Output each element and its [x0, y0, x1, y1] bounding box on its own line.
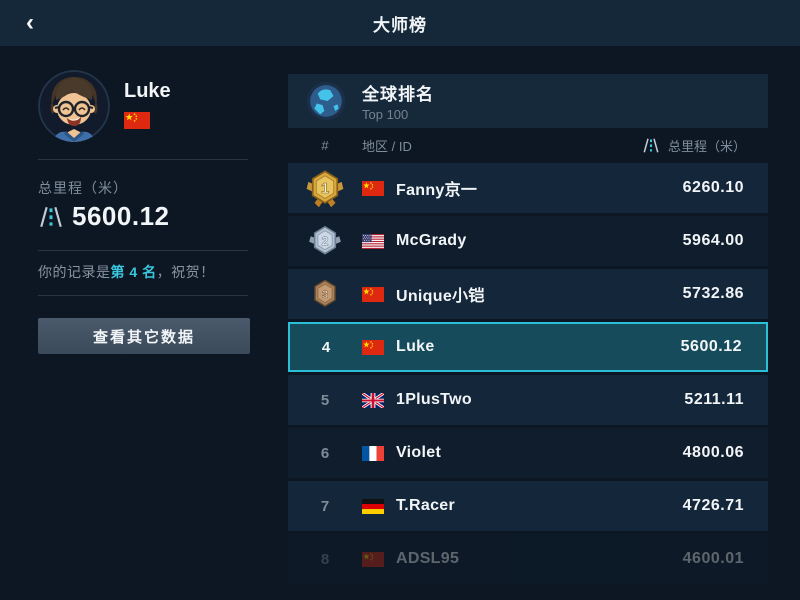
mileage-value: 4600.01	[682, 550, 744, 567]
rank-number: 5	[320, 391, 330, 409]
country-flag-icon	[362, 392, 384, 408]
player-name: Luke	[396, 338, 435, 355]
country-flag-icon	[362, 233, 384, 249]
leaderboard-panel: 全球排名 Top 100 # 地区 / ID 总里程（米） 1 Fanny京一 …	[288, 74, 768, 587]
mileage-value: 5964.00	[682, 232, 744, 249]
medal-icon: 2	[306, 222, 344, 260]
rank-number: 6	[320, 444, 330, 462]
player-name: 1PlusTwo	[396, 391, 472, 408]
mileage-label: 总里程（米）	[38, 180, 128, 196]
column-mileage: 总里程（米）	[667, 139, 746, 154]
leaderboard-rows: 1 Fanny京一 6260.10 2 McGrady 5964.00 3 Un…	[288, 163, 768, 587]
rank-number: 8	[320, 550, 330, 568]
column-region-id: 地区 / ID	[362, 139, 412, 154]
player-name: Fanny京一	[396, 182, 478, 199]
player-name: Unique小铠	[396, 288, 485, 305]
profile-country-flag-icon	[124, 112, 150, 129]
leaderboard-title: 全球排名	[362, 85, 434, 104]
avatar	[38, 70, 110, 142]
record-suffix: ，祝贺！	[156, 264, 215, 280]
record-rank: 第 4 名	[110, 264, 157, 280]
svg-text:1: 1	[321, 181, 329, 197]
country-flag-icon	[362, 445, 384, 461]
mileage-value: 6260.10	[682, 179, 744, 196]
player-name: ADSL95	[396, 550, 460, 567]
road-icon	[642, 137, 660, 154]
table-row[interactable]: 2 McGrady 5964.00	[288, 216, 768, 266]
svg-text:2: 2	[321, 234, 328, 248]
record-prefix: 你的记录是	[38, 264, 111, 280]
table-header-row: # 地区 / ID 总里程（米）	[288, 128, 768, 163]
profile-panel: Luke	[38, 70, 250, 142]
mileage-value: 4800.06	[682, 444, 744, 461]
divider	[38, 250, 248, 251]
medal-icon: 3	[308, 277, 342, 311]
table-row[interactable]: 7 T.Racer 4726.71	[288, 481, 768, 531]
globe-icon	[306, 81, 346, 121]
country-flag-icon	[362, 286, 384, 302]
back-icon[interactable]: ‹	[26, 9, 34, 36]
table-row[interactable]: 8 ADSL95 4600.01	[288, 534, 768, 584]
divider	[38, 159, 248, 160]
player-name: McGrady	[396, 232, 467, 249]
table-row[interactable]: 1 Fanny京一 6260.10	[288, 163, 768, 213]
svg-text:3: 3	[322, 289, 328, 301]
record-text: 你的记录是第 4 名，祝贺！	[38, 262, 215, 282]
column-rank: #	[321, 138, 329, 153]
player-name: Violet	[396, 444, 442, 461]
mileage-value: 5600.12	[72, 201, 170, 231]
road-icon	[38, 205, 64, 229]
country-flag-icon	[362, 339, 384, 355]
top-bar: ‹ 大师榜	[0, 0, 800, 46]
country-flag-icon	[362, 180, 384, 196]
view-other-data-button[interactable]: 查看其它数据	[38, 318, 250, 354]
rank-number: 4	[321, 338, 331, 356]
leaderboard-header: 全球排名 Top 100	[288, 74, 768, 128]
divider	[38, 295, 248, 296]
page-title: 大师榜	[373, 15, 427, 35]
leaderboard-subtitle: Top 100	[362, 107, 409, 122]
country-flag-icon	[362, 551, 384, 567]
table-row[interactable]: 4 Luke 5600.12	[288, 322, 768, 372]
country-flag-icon	[362, 498, 384, 514]
mileage-value: 5732.86	[682, 285, 744, 302]
profile-name: Luke	[124, 80, 171, 102]
table-row[interactable]: 3 Unique小铠 5732.86	[288, 269, 768, 319]
rank-number: 7	[320, 497, 330, 515]
medal-icon: 1	[304, 167, 346, 209]
table-row[interactable]: 5 1PlusTwo 5211.11	[288, 375, 768, 425]
mileage-value: 5211.11	[684, 391, 744, 408]
player-name: T.Racer	[396, 497, 456, 514]
table-row[interactable]: 6 Violet 4800.06	[288, 428, 768, 478]
mileage-value: 5600.12	[680, 338, 742, 355]
mileage-value: 4726.71	[682, 497, 744, 514]
